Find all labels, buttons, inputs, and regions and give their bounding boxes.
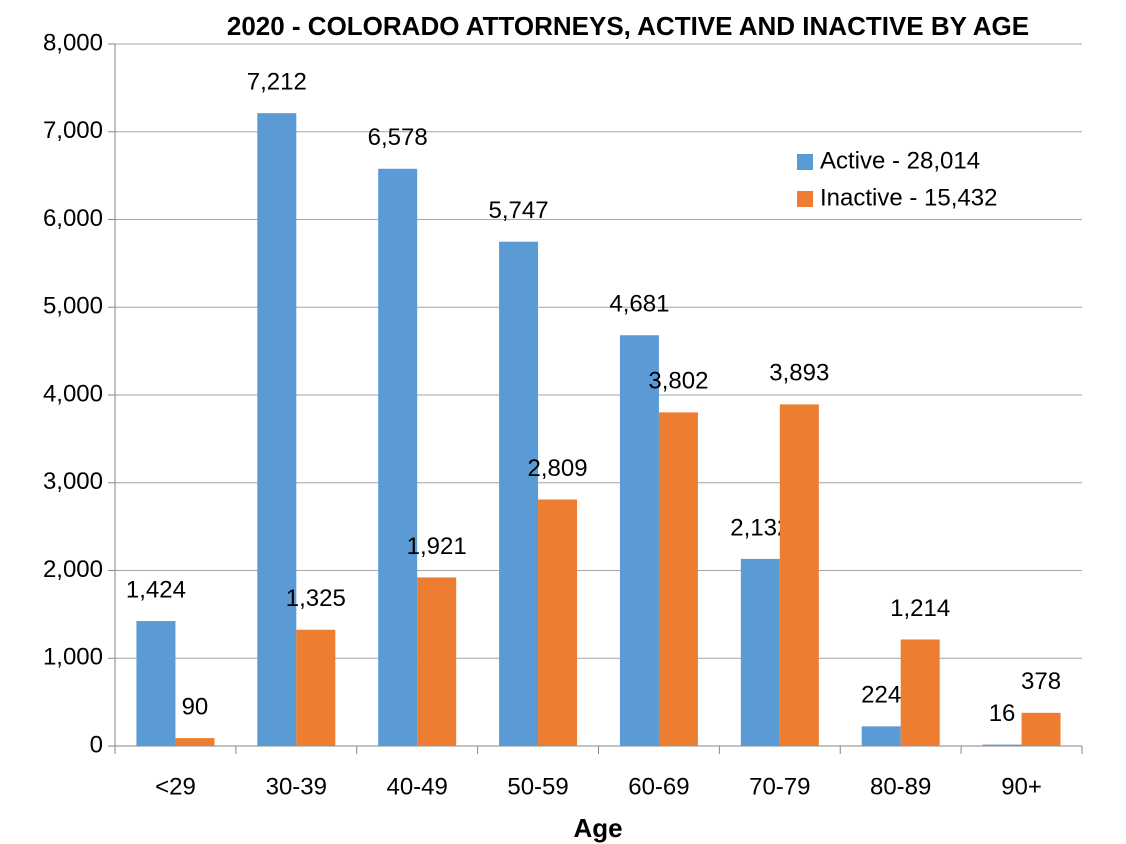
- value-label: 1,424: [126, 576, 186, 603]
- y-tick-label: 3,000: [43, 468, 103, 495]
- bar: [136, 621, 176, 746]
- bar: [740, 558, 780, 746]
- bar: [257, 113, 297, 747]
- y-tick-label: 8,000: [43, 29, 103, 56]
- value-label: 378: [1021, 668, 1061, 695]
- value-label: 6,578: [368, 124, 428, 151]
- value-label: 5,747: [489, 197, 549, 224]
- bar: [378, 168, 418, 746]
- x-tick-label: 90+: [1001, 773, 1042, 800]
- y-tick-label: 7,000: [43, 117, 103, 144]
- y-tick-label: 2,000: [43, 556, 103, 583]
- legend-swatch: [797, 154, 813, 170]
- bar: [982, 744, 1022, 746]
- y-tick-label: 1,000: [43, 644, 103, 671]
- bar: [1021, 712, 1061, 746]
- bar: [779, 404, 819, 746]
- legend-label: Inactive - 15,432: [820, 184, 997, 211]
- x-tick-label: 70-79: [749, 773, 810, 800]
- bar: [296, 629, 336, 746]
- value-label: 1,325: [286, 585, 346, 612]
- legend-label: Active - 28,014: [820, 147, 980, 174]
- x-tick-label: 30-39: [266, 773, 327, 800]
- x-tick-label: 60-69: [628, 773, 689, 800]
- chart-title: 2020 - COLORADO ATTORNEYS, ACTIVE AND IN…: [227, 11, 1029, 41]
- value-label: 2,809: [528, 455, 588, 482]
- x-tick-label: <29: [155, 773, 196, 800]
- x-axis-label: Age: [573, 813, 622, 843]
- bar: [658, 412, 698, 746]
- legend-swatch: [797, 191, 813, 207]
- value-label: 3,802: [648, 368, 708, 395]
- bar: [619, 335, 659, 746]
- value-label: 4,681: [609, 291, 669, 318]
- x-tick-label: 80-89: [870, 773, 931, 800]
- value-label: 7,212: [247, 68, 307, 95]
- value-label: 16: [989, 700, 1016, 727]
- bar: [499, 241, 539, 746]
- y-tick-label: 6,000: [43, 205, 103, 232]
- y-tick-label: 0: [90, 731, 103, 758]
- bar: [861, 726, 901, 746]
- x-tick-label: 50-59: [507, 773, 568, 800]
- y-tick-label: 5,000: [43, 293, 103, 320]
- bar: [175, 738, 215, 746]
- value-label: 1,214: [890, 595, 950, 622]
- value-label: 3,893: [769, 360, 829, 387]
- value-label: 90: [182, 693, 209, 720]
- value-label: 224: [861, 682, 901, 709]
- value-label: 1,921: [407, 533, 467, 560]
- bar: [900, 639, 940, 746]
- x-tick-label: 40-49: [386, 773, 447, 800]
- bar: [417, 577, 457, 746]
- y-tick-label: 4,000: [43, 380, 103, 407]
- bar: [538, 499, 578, 746]
